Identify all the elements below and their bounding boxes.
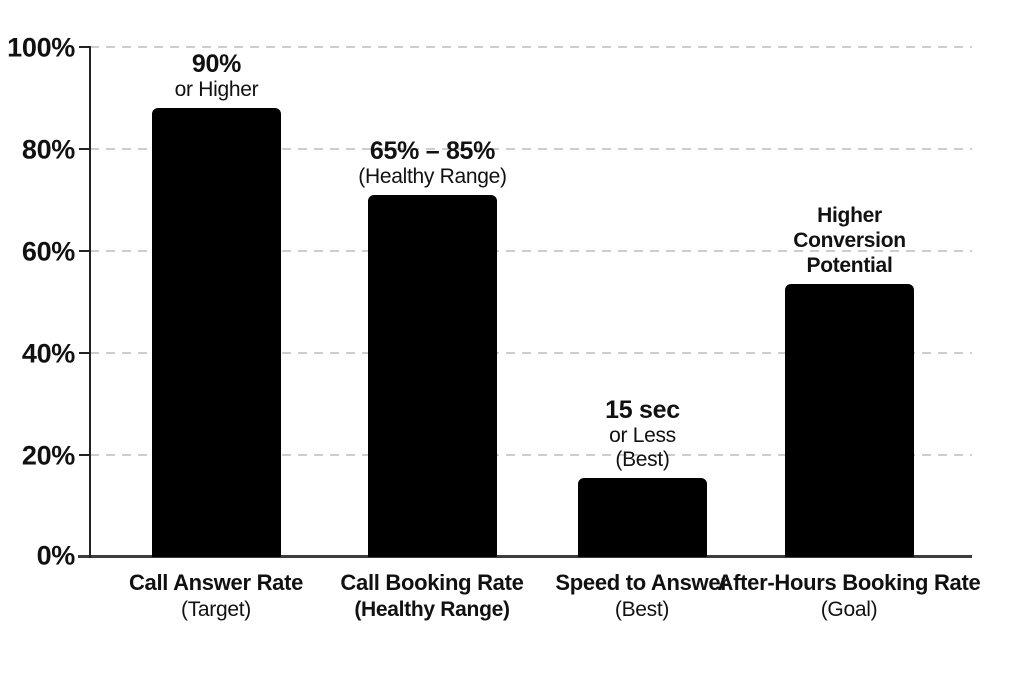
x-label-line: Call Answer Rate xyxy=(128,570,304,595)
x-axis-label-after-hours-booking-rate: After-Hours Booking Rate (Goal) xyxy=(689,569,1009,623)
x-label-line: (Target) xyxy=(181,598,251,621)
x-axis-line xyxy=(78,555,972,558)
annotation-line: 65% – 85% xyxy=(369,137,496,165)
y-tick-mark xyxy=(79,148,91,150)
y-tick-label-40: 40% xyxy=(21,338,75,369)
bar-call-answer-rate: 90% or Higher xyxy=(152,50,281,557)
gridline-60 xyxy=(90,250,972,252)
gridline-80 xyxy=(90,148,972,150)
y-tick-label-0: 0% xyxy=(36,540,76,571)
annotation-line: 90% xyxy=(191,50,242,78)
x-axis-label-call-answer-rate: Call Answer Rate (Target) xyxy=(56,569,376,623)
annotation-line: Conversion xyxy=(793,229,906,252)
bar-annotation: 90% or Higher xyxy=(175,50,259,102)
y-tick-label-60: 60% xyxy=(21,236,75,267)
y-tick-label-80: 80% xyxy=(21,134,75,165)
y-tick-label-20: 20% xyxy=(21,440,75,471)
x-axis-label-call-booking-rate: Call Booking Rate (Healthy Range) xyxy=(272,569,592,623)
x-label-line: After-Hours Booking Rate xyxy=(717,570,981,595)
annotation-line: or Less xyxy=(609,424,676,447)
x-label-line: (Healthy Range) xyxy=(354,598,510,621)
x-label-line: (Best) xyxy=(614,598,670,621)
bar-speed-to-answer: 15 sec or Less (Best) xyxy=(578,396,707,557)
y-tick-mark xyxy=(79,46,91,48)
plot-area: 90% or Higher 65% – 85% (Healthy Range) … xyxy=(89,46,972,558)
x-label-line: Speed to Answer xyxy=(555,570,729,595)
y-tick-mark xyxy=(79,352,91,354)
y-axis-line xyxy=(89,46,91,558)
gridline-40 xyxy=(90,352,972,354)
gridline-100 xyxy=(90,46,972,48)
annotation-line: (Healthy Range) xyxy=(358,165,507,188)
annotation-line: 15 sec xyxy=(605,396,680,424)
bar-after-hours-booking-rate: Higher Conversion Potential xyxy=(785,204,914,557)
annotation-line: or Higher xyxy=(174,78,259,101)
x-label-line: (Goal) xyxy=(820,598,878,621)
y-tick-mark xyxy=(79,454,91,456)
annotation-line: Higher xyxy=(817,204,882,227)
bar-call-booking-rate: 65% – 85% (Healthy Range) xyxy=(358,137,507,557)
gridline-20 xyxy=(90,454,972,456)
bar-annotation: 65% – 85% (Healthy Range) xyxy=(358,137,507,189)
annotation-line: (Best) xyxy=(615,448,670,471)
x-axis-label-speed-to-answer: Speed to Answer (Best) xyxy=(482,569,802,623)
bar-annotation: 15 sec or Less (Best) xyxy=(605,396,680,472)
annotation-line: Potential xyxy=(806,254,893,277)
y-tick-label-100: 100% xyxy=(7,32,75,63)
x-label-line: Call Booking Rate xyxy=(340,570,524,595)
y-tick-mark xyxy=(79,250,91,252)
bar-annotation: Higher Conversion Potential xyxy=(793,203,906,278)
